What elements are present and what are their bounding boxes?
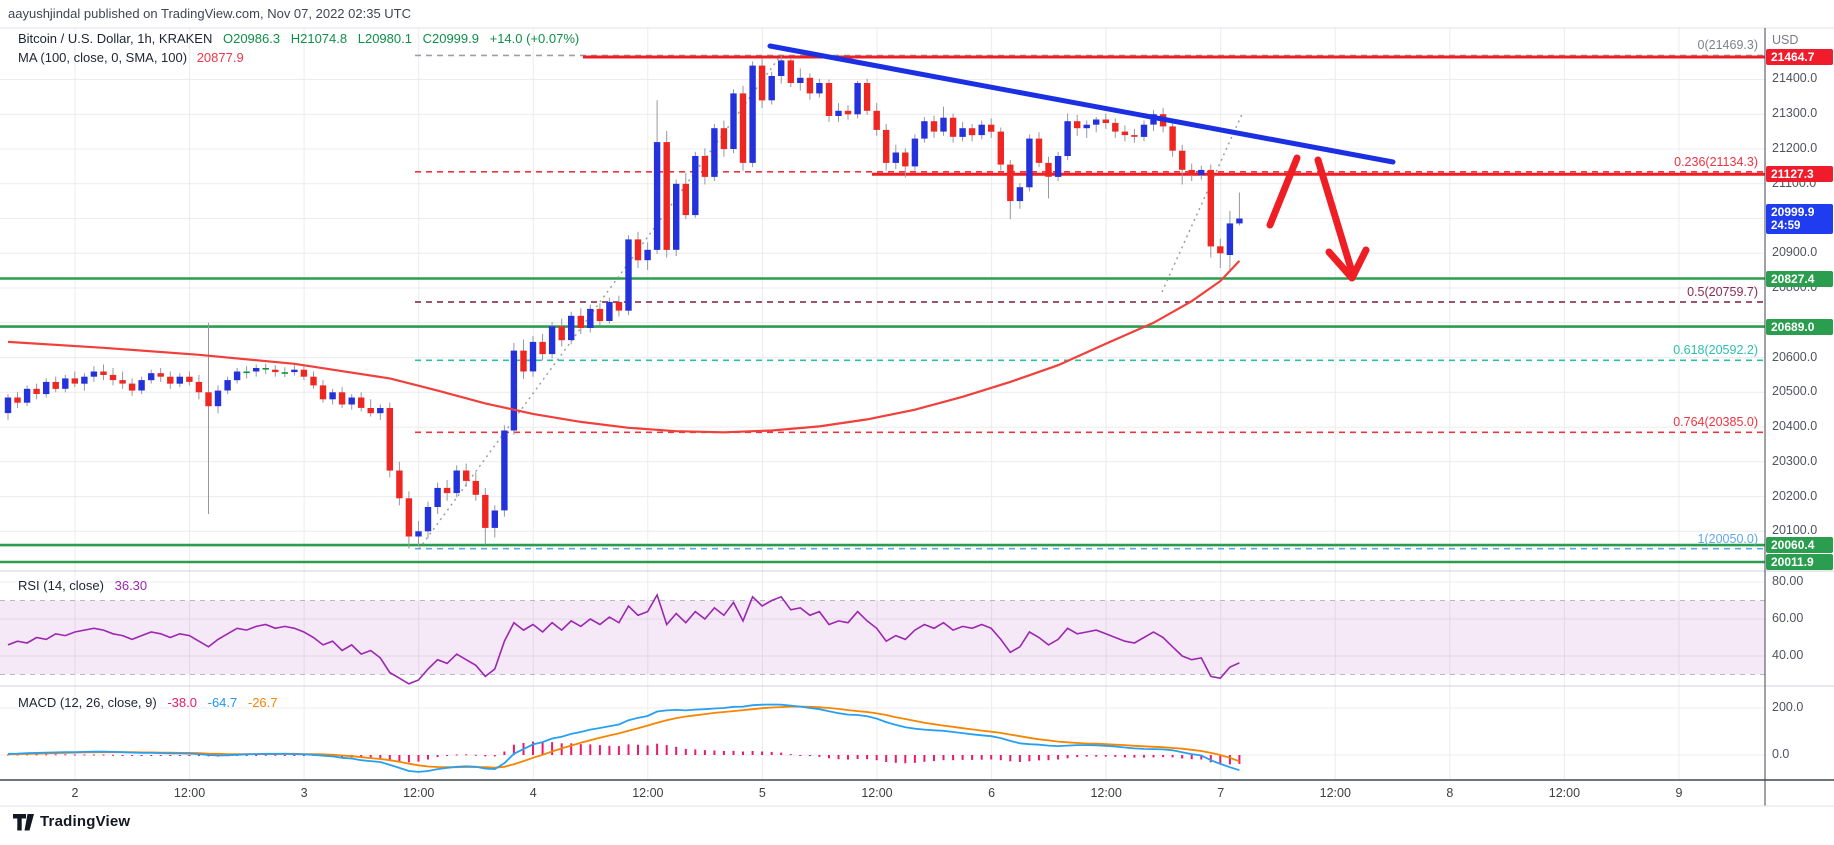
price-tick[interactable]: 20200.0: [1772, 488, 1818, 503]
time-tick[interactable]: 12:00: [1548, 786, 1581, 800]
ma-value: 20877.9: [196, 50, 244, 65]
time-tick[interactable]: 12:00: [1319, 786, 1351, 800]
rsi-tick[interactable]: 80.00: [1772, 574, 1804, 588]
time-tick[interactable]: 4: [529, 786, 537, 800]
macd-line-value: -64.7: [207, 695, 238, 710]
rsi-value: 36.30: [114, 578, 148, 593]
time-tick[interactable]: 5: [758, 786, 766, 800]
fib-level-label: 1(20050.0): [1697, 531, 1758, 546]
price-badge: 20999.9 24:59: [1766, 203, 1833, 234]
price-tick[interactable]: 20300.0: [1772, 453, 1818, 468]
time-tick[interactable]: 6: [988, 786, 996, 800]
tradingview-wordmark[interactable]: TradingView: [40, 813, 131, 830]
time-tick[interactable]: 12:00: [1090, 786, 1122, 800]
price-badge: 20060.4: [1766, 537, 1833, 554]
publish-byline: aayushjindal published on TradingView.co…: [8, 6, 412, 21]
ma-legend: MA (100, close, 0, SMA, 100) 20877.9: [18, 50, 244, 65]
rsi-tick[interactable]: 60.00: [1772, 611, 1804, 625]
price-tick[interactable]: 21300.0: [1772, 106, 1818, 121]
price-badge: 21127.3: [1766, 166, 1833, 183]
price-badge: 20689.0: [1766, 318, 1833, 335]
time-tick[interactable]: 8: [1446, 786, 1454, 800]
time-tick[interactable]: 3: [300, 786, 308, 800]
time-tick[interactable]: 12:00: [403, 786, 435, 800]
price-badge: 20011.9: [1766, 553, 1833, 570]
symbol-title[interactable]: Bitcoin / U.S. Dollar, 1h, KRAKEN: [18, 31, 213, 46]
time-tick[interactable]: 9: [1675, 786, 1683, 800]
rsi-tick[interactable]: 40.00: [1772, 648, 1804, 662]
macd-signal-value: -26.7: [247, 695, 278, 710]
macd-legend: MACD (12, 26, close, 9) -38.0 -64.7 -26.…: [18, 695, 278, 710]
price-badge: 21464.7: [1766, 49, 1833, 65]
tradingview-logo-icon[interactable]: [13, 814, 37, 836]
time-tick[interactable]: 2: [71, 786, 79, 800]
price-change: +14.0 (+0.07%): [489, 31, 580, 46]
rsi-legend: RSI (14, close) 36.30: [18, 578, 147, 593]
ohlc-close: C20999.9: [422, 31, 479, 46]
fib-level-label: 0(21469.3): [1697, 38, 1758, 53]
currency-label: USD: [1772, 33, 1799, 47]
fib-level-label: 0.236(21134.3): [1674, 154, 1758, 169]
macd-tick[interactable]: 200.0: [1772, 700, 1804, 714]
time-tick[interactable]: 12:00: [632, 786, 664, 800]
ohlc-low: L20980.1: [357, 31, 412, 46]
macd-label[interactable]: MACD (12, 26, close, 9): [18, 695, 157, 710]
price-tick[interactable]: 20400.0: [1772, 419, 1818, 434]
price-tick[interactable]: 20100.0: [1772, 523, 1818, 538]
ohlc-high: H21074.8: [290, 31, 348, 46]
fib-level-label: 0.764(20385.0): [1673, 415, 1758, 430]
countdown-timer: 24:59: [1771, 219, 1801, 232]
time-tick[interactable]: 12:00: [173, 786, 206, 800]
rsi-label[interactable]: RSI (14, close): [18, 578, 104, 593]
ma-label[interactable]: MA (100, close, 0, SMA, 100): [18, 50, 188, 65]
price-tick[interactable]: 21200.0: [1772, 141, 1818, 155]
time-tick[interactable]: 7: [1217, 786, 1225, 800]
price-tick[interactable]: 20500.0: [1772, 384, 1818, 399]
macd-hist-value: -38.0: [167, 695, 197, 710]
price-badge: 20827.4: [1766, 270, 1833, 287]
price-tick[interactable]: 21400.0: [1772, 71, 1818, 86]
time-tick[interactable]: 12:00: [861, 786, 893, 800]
price-tick[interactable]: 20900.0: [1772, 245, 1818, 260]
macd-tick[interactable]: 0.0: [1772, 747, 1790, 761]
fib-level-label: 0.618(20592.2): [1673, 343, 1758, 358]
symbol-legend: Bitcoin / U.S. Dollar, 1h, KRAKEN O20986…: [18, 31, 579, 46]
ohlc-open: O20986.3: [222, 31, 281, 46]
fib-level-label: 0.5(20759.7): [1687, 285, 1758, 300]
price-tick[interactable]: 20600.0: [1772, 349, 1818, 364]
